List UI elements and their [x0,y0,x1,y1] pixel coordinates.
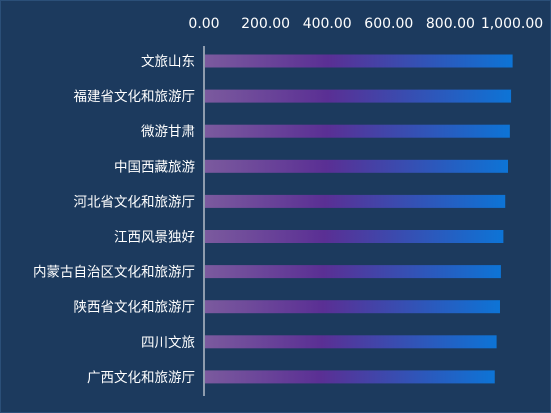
x-tick-label: 400.00 [303,16,352,32]
category-label: 中国西藏旅游 [114,159,195,175]
x-tick-label: 200.00 [241,16,290,32]
bar [205,194,506,208]
x-tick-label: 600.00 [364,16,413,32]
category-label: 内蒙古自治区文化和旅游厅 [33,265,195,281]
bar [205,54,513,68]
category-label: 四川文旅 [141,335,195,351]
bar [205,89,512,103]
bar [205,230,504,243]
category-labels: 文旅山东福建省文化和旅游厅微游甘肃中国西藏旅游河北省文化和旅游厅江西风景独好内蒙… [33,54,195,386]
category-label: 微游甘肃 [141,124,195,140]
x-tick-label: 0.00 [188,16,219,32]
category-label: 陕西省文化和旅游厅 [74,300,196,316]
bar [205,370,495,384]
bar [205,159,508,173]
category-label: 福建省文化和旅游厅 [74,89,196,105]
bar [205,300,500,314]
category-label: 广西文化和旅游厅 [87,370,195,386]
x-axis-ticks: 0.00 200.00 400.00 600.00 800.00 1,000.00 [188,16,543,32]
category-label: 江西风景独好 [114,230,195,246]
bars-group [205,54,513,384]
x-tick-label: 1,000.00 [481,16,543,32]
category-label: 河北省文化和旅游厅 [74,194,196,210]
x-tick-label: 800.00 [426,16,475,32]
bar [205,265,501,279]
bar [205,335,497,349]
category-label: 文旅山东 [141,54,195,70]
bar [205,124,510,138]
